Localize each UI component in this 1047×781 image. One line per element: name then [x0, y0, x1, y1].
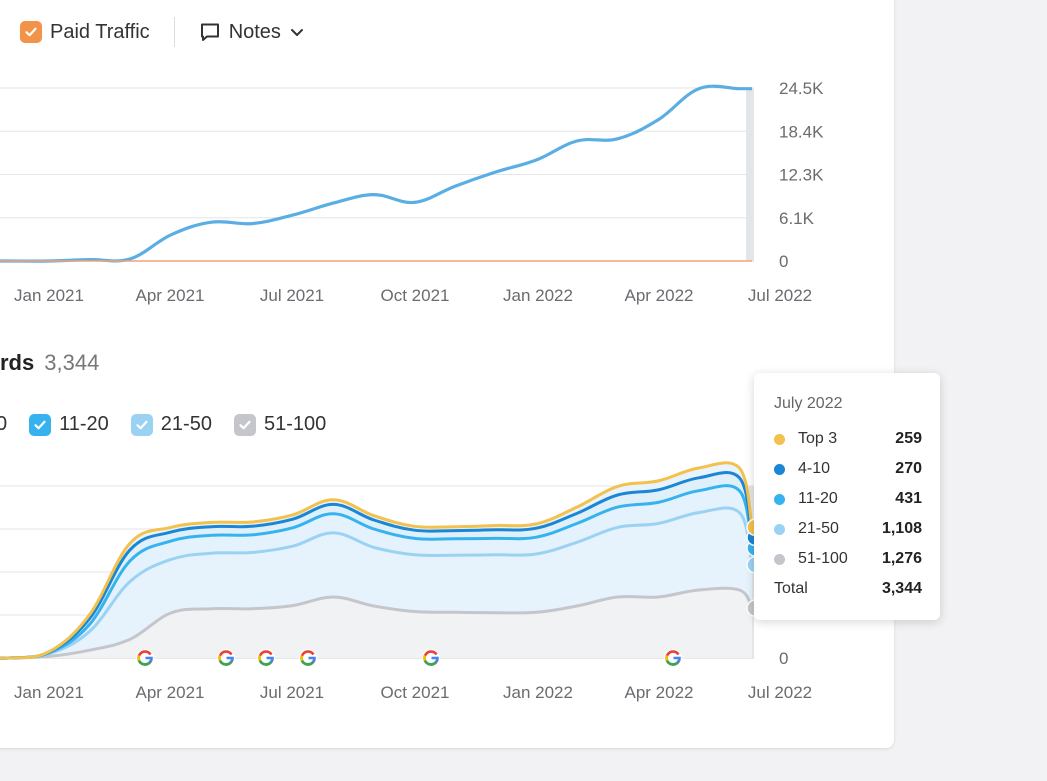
area-51-100 — [0, 588, 752, 659]
tooltip-series-name: 11-20 — [798, 490, 838, 507]
chart-tooltip: July 2022 Top 3 259 4-10 270 11-20 431 21-50 1,… — [754, 373, 940, 620]
tooltip-row: 21-50 1,108 — [774, 519, 922, 539]
tooltip-row: 51-100 1,276 — [774, 549, 922, 569]
line-11-20 — [0, 484, 754, 660]
x-tick-label: Jan 2022 — [503, 683, 573, 702]
keywords-legend: 0 11-20 21-50 51-100 — [0, 413, 348, 436]
tooltip-row: 4-10 270 — [774, 459, 922, 479]
organic-traffic-line — [0, 84, 752, 263]
notes-label: Notes — [228, 20, 281, 43]
legend-item-51-100[interactable]: 51-100 — [233, 413, 327, 436]
check-icon — [239, 420, 251, 429]
keywords-chart[interactable]: 0 Jan 2021 Apr 2021 Jul 2021 Oct 2021 Jan 202… — [0, 460, 900, 720]
series-color-dot — [774, 463, 785, 475]
legend-label: 11-20 — [59, 413, 109, 435]
y-tick-label: 12.3K — [779, 166, 824, 185]
tooltip-row: 11-20 431 — [774, 489, 922, 509]
tooltip-total-label: Total — [774, 580, 808, 597]
legend-label: 0 — [0, 413, 8, 435]
x-tick-label: Jul 2021 — [260, 683, 324, 702]
google-update-icon[interactable] — [217, 649, 235, 667]
series-color-dot — [774, 553, 785, 565]
google-update-icon[interactable] — [257, 649, 275, 667]
legend-checkbox[interactable] — [233, 413, 256, 436]
toolbar-divider — [173, 17, 175, 47]
legend-item-21-50[interactable]: 21-50 — [130, 413, 212, 436]
keywords-title: rds — [0, 350, 35, 375]
line-21-50 — [0, 506, 754, 660]
x-tick-label: Apr 2021 — [136, 683, 205, 702]
x-tick-label: Jul 2021 — [260, 286, 324, 305]
tooltip-total-value: 3,344 — [881, 580, 922, 597]
legend-label: 21-50 — [160, 413, 212, 435]
tooltip-date: July 2022 — [774, 395, 843, 412]
notes-button[interactable]: Notes — [199, 21, 305, 44]
keywords-heading: rds 3,344 — [0, 350, 99, 376]
line-top-3 — [0, 461, 754, 660]
y-tick-label: 6.1K — [779, 209, 815, 228]
y-tick-label: 24.5K — [779, 79, 824, 98]
chevron-down-icon — [289, 24, 305, 40]
paid-traffic-label[interactable]: Paid Traffic — [50, 20, 150, 43]
comment-icon — [199, 21, 221, 43]
x-tick-label: Jan 2021 — [14, 683, 84, 702]
x-tick-label: Apr 2022 — [625, 683, 694, 702]
tooltip-total-row: Total 3,344 — [774, 579, 922, 599]
x-tick-label: Oct 2021 — [381, 286, 450, 305]
legend-checkbox[interactable] — [29, 413, 52, 436]
tooltip-series-name: 21-50 — [798, 520, 839, 537]
tooltip-series-name: Top 3 — [798, 430, 838, 447]
traffic-chart[interactable]: 24.5K 18.4K 12.3K 6.1K 0 Jan 2021 Apr 2021 Jul … — [0, 0, 900, 320]
tooltip-series-value: 1,108 — [881, 520, 922, 537]
x-tick-label: Jul 2022 — [748, 683, 812, 702]
x-tick-label: Oct 2021 — [381, 683, 450, 702]
chart-toolbar: Paid Traffic Notes — [20, 16, 305, 48]
tooltip-row: Top 3 259 — [774, 429, 922, 449]
google-update-icon[interactable] — [299, 649, 317, 667]
x-tick-label: Jan 2022 — [503, 286, 573, 305]
x-tick-label: Jan 2021 — [14, 286, 84, 305]
y-tick-label: 18.4K — [779, 122, 824, 141]
tooltip-series-name: 4-10 — [798, 460, 831, 477]
tooltip-series-value: 270 — [895, 460, 922, 477]
google-update-icon[interactable] — [664, 649, 682, 667]
y-tick-label: 0 — [779, 252, 788, 271]
legend-label: 51-100 — [263, 413, 327, 435]
google-update-icon[interactable] — [136, 649, 154, 667]
google-update-icon[interactable] — [422, 649, 440, 667]
series-color-dot — [774, 523, 785, 535]
series-color-dot — [774, 433, 785, 445]
tooltip-series-name: 51-100 — [798, 550, 848, 567]
legend-item-0[interactable]: 0 — [0, 413, 7, 436]
tooltip-series-value: 431 — [895, 490, 922, 507]
tooltip-series-value: 1,276 — [881, 550, 922, 567]
check-icon — [25, 27, 37, 37]
x-tick-label: Apr 2022 — [625, 286, 694, 305]
legend-item-11-20[interactable]: 11-20 — [29, 413, 109, 436]
y-tick-label: 0 — [779, 649, 788, 668]
line-51-100 — [0, 586, 754, 660]
check-icon — [136, 420, 148, 429]
paid-traffic-checkbox[interactable] — [20, 21, 42, 43]
series-color-dot — [774, 493, 785, 505]
tooltip-series-value: 259 — [895, 430, 922, 447]
x-tick-label: Jul 2022 — [748, 286, 812, 305]
check-icon — [34, 420, 46, 429]
keywords-count: 3,344 — [44, 350, 100, 375]
legend-checkbox[interactable] — [130, 413, 153, 436]
x-tick-label: Apr 2021 — [136, 286, 205, 305]
line-4-10 — [0, 471, 754, 660]
hover-band — [746, 88, 754, 261]
